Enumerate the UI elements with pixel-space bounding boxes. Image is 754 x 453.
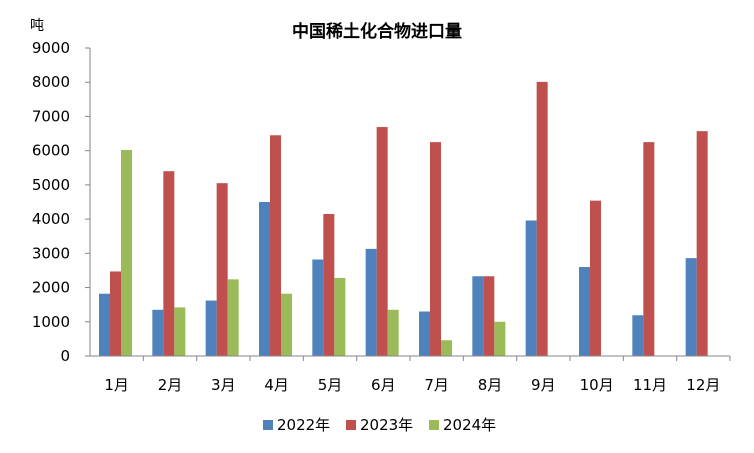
bar xyxy=(152,309,164,356)
bar xyxy=(323,213,335,356)
bar xyxy=(163,171,175,356)
x-tick-label: 1月 xyxy=(104,376,129,394)
bar xyxy=(216,183,228,356)
bar xyxy=(419,311,430,356)
bar xyxy=(472,276,484,356)
bar xyxy=(590,200,601,356)
x-tick-label: 9月 xyxy=(531,376,556,394)
x-tick-label: 5月 xyxy=(318,376,343,394)
y-tick-label: 6000 xyxy=(32,142,70,160)
bar xyxy=(483,276,495,356)
legend-swatch xyxy=(263,420,273,430)
bar xyxy=(99,293,110,356)
y-tick-label: 2000 xyxy=(32,279,70,297)
y-tick-label: 0 xyxy=(60,347,70,365)
bar xyxy=(441,340,452,356)
bar xyxy=(632,315,644,356)
y-tick-label: 7000 xyxy=(32,107,70,125)
chart-title: 中国稀土化合物进口量 xyxy=(292,21,462,42)
bar xyxy=(376,127,388,356)
bar xyxy=(334,277,346,356)
bar xyxy=(685,258,697,356)
bar xyxy=(643,142,655,356)
bar xyxy=(494,321,506,356)
bar xyxy=(312,259,324,356)
legend-label: 2022年 xyxy=(277,416,330,434)
y-tick-label: 1000 xyxy=(32,313,70,331)
legend-swatch xyxy=(429,420,439,430)
bar xyxy=(696,131,708,356)
y-tick-label: 5000 xyxy=(32,176,70,194)
bar xyxy=(281,293,292,356)
bar xyxy=(205,300,217,356)
x-tick-label: 12月 xyxy=(686,376,720,394)
y-tick-label: 9000 xyxy=(32,39,70,57)
x-tick-label: 4月 xyxy=(264,376,289,394)
bar xyxy=(174,307,186,356)
y-tick-label: 8000 xyxy=(32,73,70,91)
bar xyxy=(110,271,121,356)
axes xyxy=(89,48,730,357)
x-axis-ticks: 1月 2月 3月 4月 5月 6月 7月 8月 9月 10月 11月 12月 xyxy=(104,356,731,394)
y-tick-label: 4000 xyxy=(32,210,70,228)
x-tick-label: 6月 xyxy=(371,376,396,394)
x-tick-label: 8月 xyxy=(478,376,503,394)
legend-label: 2023年 xyxy=(360,416,413,434)
x-tick-label: 2月 xyxy=(158,376,183,394)
y-axis-ticks: 0 1000 2000 3000 4000 5000 6000 7000 8000 9000 xyxy=(32,39,90,365)
y-axis-unit-label: 吨 xyxy=(30,18,44,34)
x-tick-label: 3月 xyxy=(211,376,236,394)
bars xyxy=(99,81,708,356)
y-tick-label: 3000 xyxy=(32,244,70,262)
legend-label: 2024年 xyxy=(443,416,496,434)
bar xyxy=(270,135,281,356)
bar xyxy=(365,248,377,356)
bar xyxy=(387,309,399,356)
bar xyxy=(430,142,441,356)
bar xyxy=(227,279,239,356)
x-tick-label: 10月 xyxy=(580,376,614,394)
bar xyxy=(525,220,537,356)
legend-swatch xyxy=(346,420,356,430)
legend: 2022年 2023年 2024年 xyxy=(263,416,496,434)
bar xyxy=(536,81,548,356)
bar xyxy=(121,149,132,356)
x-tick-label: 7月 xyxy=(424,376,449,394)
x-tick-label: 11月 xyxy=(633,376,667,394)
bar xyxy=(259,202,270,356)
bar xyxy=(579,267,590,356)
